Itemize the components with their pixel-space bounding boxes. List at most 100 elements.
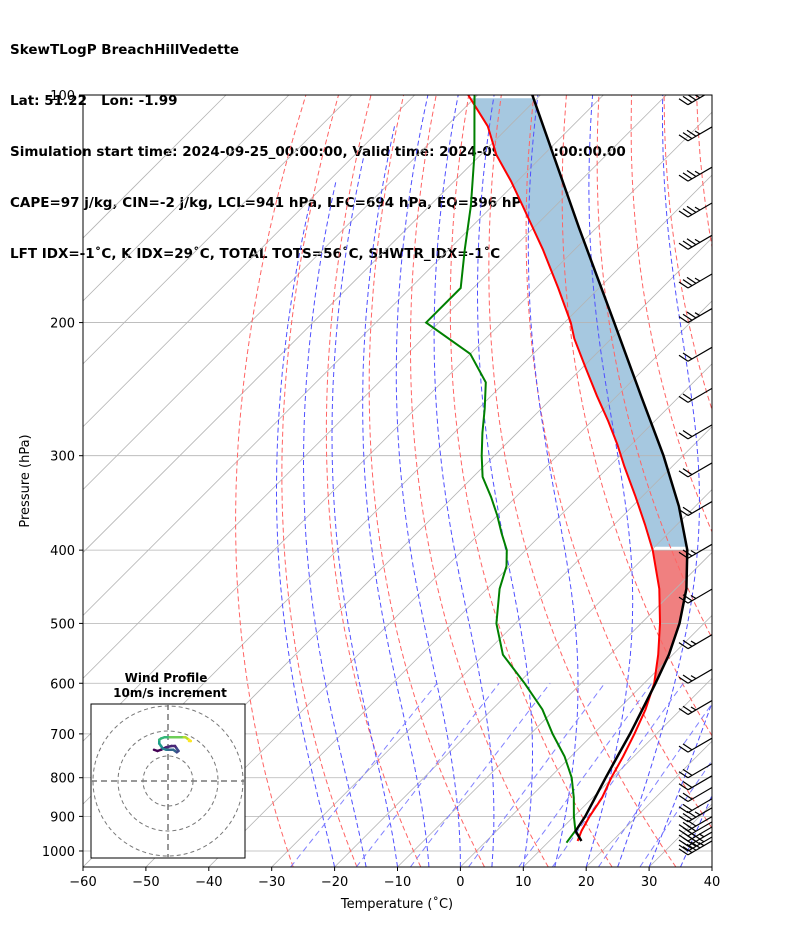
y-tick-label: 100	[50, 89, 75, 104]
wind-barb-flag	[678, 848, 689, 856]
y-tick-label: 400	[50, 544, 75, 559]
wind-barb-flag	[682, 549, 693, 557]
isotherm-line	[83, 95, 541, 554]
wind-barb-flag	[678, 98, 689, 106]
temperature-profile-line	[467, 95, 662, 842]
wind-barb-flag	[678, 596, 689, 604]
x-tick-label: −60	[69, 875, 96, 890]
dry-adiabat-line	[281, 95, 358, 867]
dry-adiabat-line	[762, 95, 794, 867]
y-tick-label: 800	[50, 772, 75, 787]
wind-barb-half-flag	[690, 706, 697, 711]
wind-barb	[678, 126, 712, 142]
wind-barb-flag	[682, 132, 693, 140]
moist-adiabat-line	[276, 205, 336, 867]
dry-adiabat-line	[663, 95, 712, 412]
wind-barb	[678, 387, 712, 403]
chart-header: SkewTLogP BreachHillVedette Lat: 51.22 L…	[10, 8, 626, 280]
wind-barb-flag	[678, 551, 689, 559]
y-tick-label: 500	[50, 617, 75, 632]
x-tick-label: −10	[384, 875, 411, 890]
moist-adiabat-line	[680, 794, 712, 867]
wind-barb-flag	[682, 352, 693, 360]
moist-adiabat-line	[527, 95, 579, 867]
wind-barb-half-flag	[694, 206, 701, 211]
dry-adiabat-line	[729, 95, 794, 867]
isotherm-line	[83, 95, 353, 365]
wind-barb-flag	[678, 210, 689, 218]
isotherm-line	[145, 300, 712, 867]
isotherm-line	[83, 95, 667, 679]
wind-barb-half-flag	[690, 675, 697, 680]
dry-adiabat-line	[561, 95, 712, 737]
wind-barb-flag	[678, 509, 689, 517]
x-tick-label: 0	[456, 875, 464, 890]
wind-barb-flag	[682, 846, 693, 854]
wind-barb-flag	[686, 276, 697, 284]
dry-adiabat-line	[696, 95, 712, 250]
isotherm-line	[271, 426, 712, 867]
wind-barb-flag	[678, 432, 689, 440]
moist-adiabat-line	[433, 95, 495, 867]
moist-adiabats	[276, 95, 712, 867]
y-tick-label: 200	[50, 317, 75, 332]
wind-barb	[678, 668, 712, 684]
wind-barb-flag	[678, 174, 689, 182]
wind-barb-flag	[682, 506, 693, 514]
wind-barb-flag	[682, 705, 693, 713]
wind-barb-flag	[686, 205, 697, 213]
plot-area	[83, 95, 794, 867]
wind-barb-flag	[682, 95, 693, 103]
wind-barb-half-flag	[690, 550, 697, 555]
dry-adiabat-line	[410, 95, 549, 867]
location-line: Lat: 51.22 Lon: -1.99	[10, 93, 178, 109]
moist-adiabat-line	[395, 95, 461, 867]
isotherm-line	[83, 95, 290, 302]
mixing-ratio-line	[518, 683, 653, 867]
isotherm-line	[711, 866, 712, 867]
isotherm-line	[83, 95, 227, 239]
index-line: LFT IDX=-1˚C, K IDX=29˚C, TOTAL TOTS=56˚…	[10, 246, 501, 262]
wind-barb-flag	[682, 792, 693, 800]
y-tick-label: 600	[50, 677, 75, 692]
stability-line: CAPE=97 j/kg, CIN=-2 j/kg, LCL=941 hPa, …	[10, 195, 531, 211]
wind-barb-half-flag	[698, 842, 705, 847]
wind-barb-flag	[682, 821, 693, 829]
wind-barb-flag	[682, 743, 693, 751]
station-title: SkewTLogP BreachHillVedette	[10, 42, 240, 58]
wind-barb-flag	[678, 839, 689, 847]
wind-barb-flag	[682, 468, 693, 476]
wind-barb	[678, 763, 712, 779]
wind-barb-half-flag	[694, 130, 701, 135]
isotherm-line	[397, 551, 712, 867]
wind-barb-half-flag	[690, 640, 697, 645]
moist-adiabat-line	[303, 180, 367, 867]
wind-barb	[678, 807, 712, 823]
wind-barb-flag	[678, 316, 689, 324]
axes: −60 −50 −40 −30 −20 −10 0 10 20 30 40 100 200 300 400 5…	[42, 89, 720, 890]
mixing-ratio-line	[409, 682, 551, 867]
wind-barb	[678, 786, 712, 802]
wind-barb	[678, 775, 712, 791]
wind-barb-flag	[678, 281, 689, 289]
wind-barb-half-flag	[694, 312, 701, 317]
wind-barb	[678, 202, 712, 218]
wind-barb-flag	[686, 311, 697, 319]
isotherm-line	[460, 614, 712, 867]
wind-barb-flag	[678, 354, 689, 362]
x-tick-label: 40	[704, 875, 721, 890]
wind-barb	[678, 588, 712, 604]
wind-barb	[678, 95, 706, 106]
wind-barb	[678, 346, 712, 362]
dewpoint-profile-line	[424, 95, 577, 844]
wind-barb-flag	[682, 208, 693, 216]
wind-barb-flag	[682, 393, 693, 401]
hodograph-inset: Wind Profile 10m/s increment	[90, 671, 246, 859]
wind-barb-flag	[678, 676, 689, 684]
wind-barb-flag	[686, 170, 697, 178]
wind-barb-flag	[678, 134, 689, 142]
wind-barb-flag	[682, 803, 693, 811]
mixing-ratio-line	[468, 683, 606, 867]
y-tick-label: 700	[50, 728, 75, 743]
dry-adiabat-line	[235, 95, 307, 867]
